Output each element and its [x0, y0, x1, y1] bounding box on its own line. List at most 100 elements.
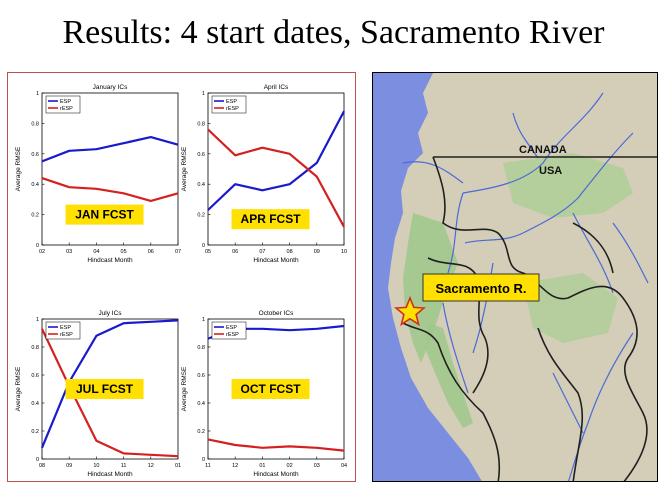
slide-title: Results: 4 start dates, Sacramento River [62, 14, 605, 51]
lowland-basin [523, 273, 618, 343]
map-panel: CANADA USA Sacramento R. [372, 72, 658, 482]
annotation-label: JAN FCST [75, 208, 134, 222]
y-tick-label: 0 [202, 457, 205, 463]
x-tick-label: 05 [205, 249, 211, 255]
chart-1: April ICs Hindcast Month Average RMSE 0 0.2 0… [181, 84, 347, 264]
x-tick-label: 02 [287, 463, 293, 469]
legend-label: ESP [60, 99, 71, 105]
legend-label: rESP [60, 106, 73, 112]
series-line-resp [41, 328, 179, 458]
y-tick-label: 1 [202, 91, 205, 97]
x-tick-label: 03 [66, 249, 72, 255]
series-line-resp [207, 438, 345, 452]
chart-2: July ICs Hindcast Month Average RMSE 0 0.2 0.… [15, 310, 181, 478]
lowland-central-valley [425, 323, 473, 428]
x-tick-label: 06 [148, 249, 154, 255]
series-line-resp [41, 177, 179, 203]
map-label-usa: USA [539, 165, 562, 177]
legend-label: ESP [226, 99, 237, 105]
chart-3: October ICs Hindcast Month Average RMSE 0 0.… [181, 310, 347, 478]
chart-title: April ICs [264, 84, 289, 91]
y-tick-label: 0.6 [197, 373, 205, 379]
x-axis-label: Hindcast Month [87, 471, 133, 478]
y-tick-label: 0.6 [31, 373, 39, 379]
y-tick-label: 0.6 [197, 152, 205, 158]
x-axis-label: Hindcast Month [87, 257, 133, 264]
series-line-esp [207, 110, 345, 211]
y-tick-label: 1 [202, 317, 205, 323]
rivers [402, 92, 649, 481]
x-tick-label: 11 [205, 463, 211, 469]
x-tick-label: 03 [314, 463, 320, 469]
legend-label: ESP [60, 325, 71, 331]
x-tick-label: 08 [287, 249, 293, 255]
x-tick-label: 11 [121, 463, 127, 469]
y-tick-label: 0.2 [197, 213, 205, 219]
x-tick-label: 12 [148, 463, 154, 469]
y-tick-label: 0.8 [31, 121, 39, 127]
annotation-label: OCT FCST [241, 382, 302, 396]
legend-label: ESP [226, 325, 237, 331]
y-tick-label: 1 [36, 91, 39, 97]
x-tick-label: 01 [175, 463, 181, 469]
charts-area: January ICs Hindcast Month Average RMSE 0 0.… [15, 84, 347, 478]
legend-label: rESP [60, 332, 73, 338]
map-label-canada: CANADA [519, 144, 567, 156]
basin-label-box: Sacramento R. [422, 273, 540, 302]
y-tick-label: 0.4 [31, 401, 39, 407]
sacramento-star-icon [394, 295, 426, 327]
y-tick-label: 1 [36, 317, 39, 323]
y-tick-label: 0.4 [197, 401, 205, 407]
series-line-esp [40, 319, 179, 449]
y-axis-label: Average RMSE [15, 366, 22, 411]
x-tick-label: 07 [259, 249, 265, 255]
y-tick-label: 0.8 [31, 345, 39, 351]
annotation-box [65, 204, 144, 225]
x-axis-label: Hindcast Month [253, 471, 299, 478]
y-tick-label: 0 [36, 457, 39, 463]
annotation-label: APR FCST [241, 212, 302, 226]
x-tick-label: 02 [39, 249, 45, 255]
western-us-map: CANADA USA Sacramento R. [373, 73, 657, 481]
y-axis-label: Average RMSE [181, 366, 188, 411]
annotation-box [231, 379, 310, 399]
x-tick-label: 10 [341, 249, 347, 255]
y-tick-label: 0 [36, 243, 39, 249]
y-tick-label: 0.8 [197, 121, 205, 127]
chart-title: July ICs [98, 310, 122, 317]
legend-label: rESP [226, 106, 239, 112]
y-tick-label: 0.4 [197, 182, 205, 188]
series-line-esp [41, 135, 179, 163]
x-tick-label: 04 [341, 463, 347, 469]
y-tick-label: 0.6 [31, 152, 39, 158]
x-tick-label: 01 [259, 463, 265, 469]
y-axis-label: Average RMSE [181, 146, 188, 191]
y-tick-label: 0.2 [31, 429, 39, 435]
basin-boundaries [402, 156, 657, 481]
y-tick-label: 0.4 [31, 182, 39, 188]
legend-label: rESP [226, 332, 239, 338]
y-axis-label: Average RMSE [15, 146, 22, 191]
annotation-box [65, 379, 144, 399]
chart-0: January ICs Hindcast Month Average RMSE 0 0.… [15, 84, 181, 264]
y-tick-label: 0.2 [197, 429, 205, 435]
x-tick-label: 05 [121, 249, 127, 255]
chart-panel: January ICs Hindcast Month Average RMSE 0 0.… [7, 72, 356, 482]
x-tick-label: 06 [232, 249, 238, 255]
x-tick-label: 09 [314, 249, 320, 255]
y-tick-label: 0.8 [197, 345, 205, 351]
x-tick-label: 12 [232, 463, 238, 469]
annotation-label: JUL FCST [76, 382, 134, 396]
chart-title: January ICs [93, 84, 128, 91]
y-tick-label: 0 [202, 243, 205, 249]
x-tick-label: 09 [66, 463, 72, 469]
map-label-sacramento: Sacramento R. [435, 281, 526, 296]
x-tick-label: 10 [93, 463, 99, 469]
x-axis-label: Hindcast Month [253, 257, 299, 264]
x-tick-label: 04 [93, 249, 99, 255]
annotation-box [231, 209, 310, 230]
x-tick-label: 07 [175, 249, 181, 255]
chart-title: October ICs [259, 310, 294, 317]
y-tick-label: 0.2 [31, 213, 39, 219]
x-tick-label: 08 [39, 463, 45, 469]
